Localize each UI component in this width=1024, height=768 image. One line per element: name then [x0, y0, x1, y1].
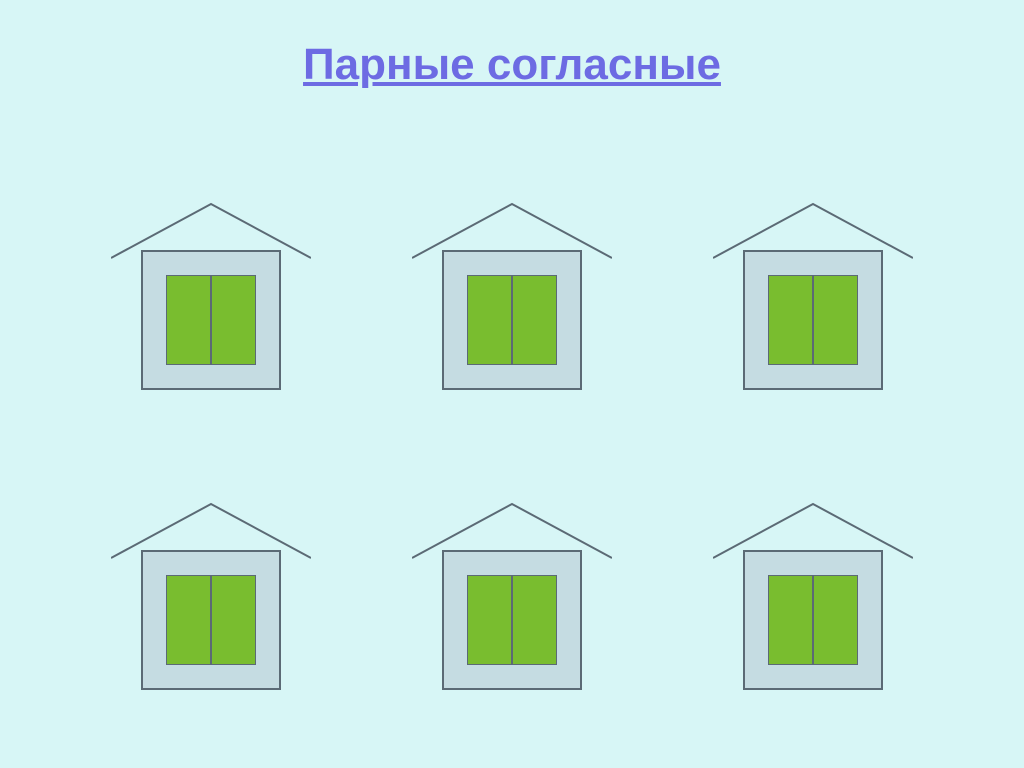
- house-window: [166, 575, 256, 665]
- house-body: [141, 550, 281, 690]
- window-pane: [166, 275, 211, 365]
- house-window: [467, 575, 557, 665]
- window-pane: [512, 275, 557, 365]
- window-pane: [166, 575, 211, 665]
- house-body: [442, 550, 582, 690]
- house-grid: [0, 160, 1024, 700]
- house: [111, 200, 311, 400]
- slide: Парные согласные: [0, 0, 1024, 768]
- house: [111, 500, 311, 700]
- window-pane: [467, 575, 512, 665]
- window-pane: [813, 275, 858, 365]
- window-pane: [768, 575, 813, 665]
- house-window: [467, 275, 557, 365]
- house: [713, 500, 913, 700]
- window-pane: [211, 575, 256, 665]
- house-body: [141, 250, 281, 390]
- house-window: [768, 275, 858, 365]
- window-pane: [211, 275, 256, 365]
- window-pane: [467, 275, 512, 365]
- house-window: [166, 275, 256, 365]
- house-body: [743, 550, 883, 690]
- house: [713, 200, 913, 400]
- house-window: [768, 575, 858, 665]
- house: [412, 500, 612, 700]
- house: [412, 200, 612, 400]
- window-pane: [813, 575, 858, 665]
- slide-title: Парные согласные: [0, 40, 1024, 90]
- house-body: [743, 250, 883, 390]
- window-pane: [768, 275, 813, 365]
- house-body: [442, 250, 582, 390]
- window-pane: [512, 575, 557, 665]
